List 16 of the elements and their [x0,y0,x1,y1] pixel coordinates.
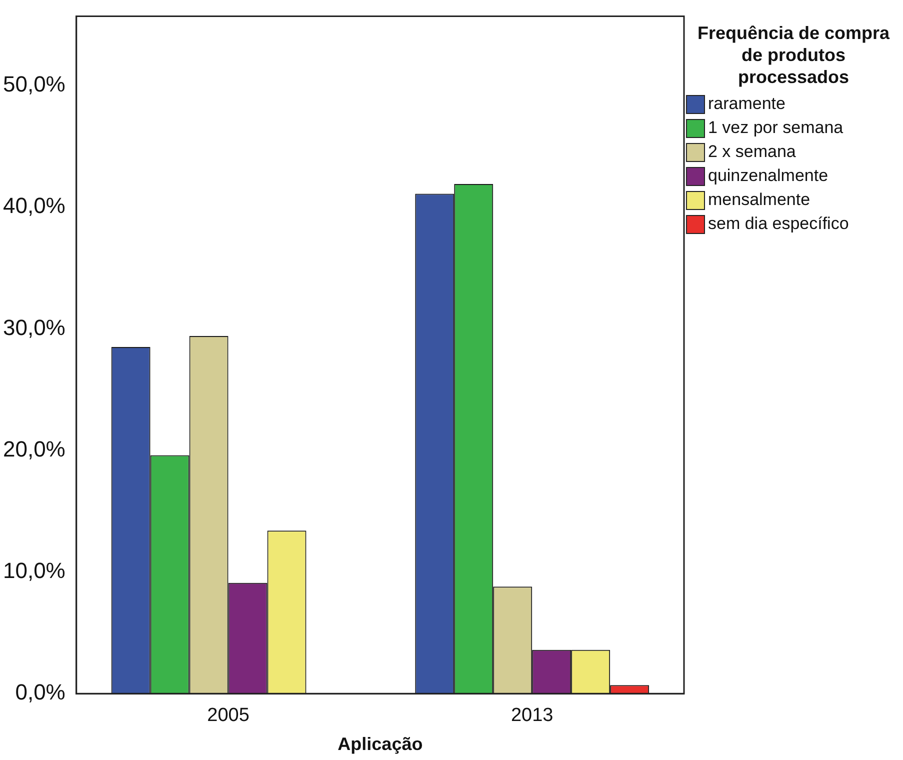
legend-label: sem dia específico [708,214,849,234]
y-tick-label: 50,0% [2,72,66,97]
legend-label: quinzenalmente [708,166,828,186]
y-tick-label: 40,0% [2,193,66,218]
y-tick-label: 0,0% [15,680,66,705]
y-tick-label: 30,0% [2,314,66,340]
legend-label: 1 vez por semana [708,118,844,138]
legend-label: raramente [708,94,786,114]
x-tick-label: 2013 [510,705,554,726]
x-axis-title: Aplicação [338,734,423,754]
y-tick-label: 10,0% [2,558,66,584]
legend-title: Frequência de compra de produtos processados [696,22,891,88]
x-tick-label: 2005 [207,705,250,726]
legend-label: 2 x semana [708,142,796,162]
y-tick-label: 20,0% [2,436,66,462]
legend-label: mensalmente [708,190,810,210]
